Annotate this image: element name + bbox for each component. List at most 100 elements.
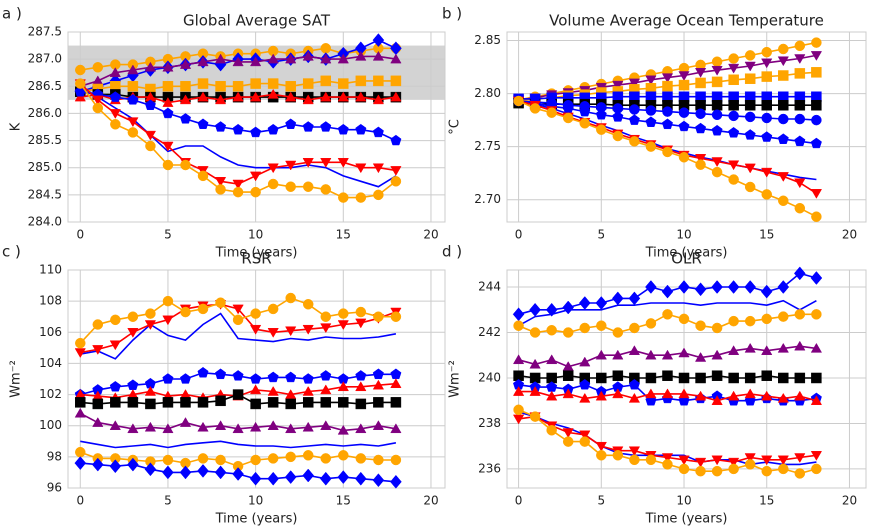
- marker: [529, 302, 541, 317]
- marker: [74, 91, 86, 102]
- marker: [794, 453, 806, 463]
- chart-title: Global Average SAT: [183, 12, 331, 30]
- marker: [110, 397, 121, 408]
- marker: [562, 388, 574, 399]
- marker: [728, 390, 740, 401]
- marker: [215, 395, 226, 407]
- marker: [612, 450, 624, 461]
- marker: [302, 181, 314, 192]
- marker: [285, 160, 297, 171]
- marker: [645, 141, 657, 152]
- marker: [197, 421, 209, 432]
- x-tick-label: 5: [164, 494, 172, 508]
- marker: [794, 309, 806, 320]
- marker: [744, 99, 756, 111]
- marker: [595, 349, 607, 360]
- marker: [546, 324, 557, 336]
- marker: [75, 446, 86, 458]
- y-tick-label: 102: [39, 387, 62, 401]
- marker: [761, 99, 772, 111]
- marker: [778, 70, 789, 81]
- marker: [197, 56, 209, 67]
- marker: [302, 421, 314, 432]
- marker: [794, 178, 806, 189]
- marker: [662, 309, 673, 320]
- marker: [267, 303, 279, 315]
- marker: [127, 64, 139, 75]
- marker: [250, 454, 261, 466]
- marker: [761, 46, 772, 58]
- marker: [215, 368, 227, 380]
- marker: [612, 327, 624, 338]
- marker: [145, 140, 156, 152]
- marker: [695, 159, 706, 170]
- marker: [545, 302, 558, 317]
- marker: [811, 114, 822, 126]
- marker: [562, 112, 574, 124]
- marker: [612, 349, 624, 360]
- y-tick-label: 240: [478, 370, 501, 384]
- marker: [794, 68, 806, 79]
- marker: [372, 368, 384, 380]
- marker: [529, 411, 541, 422]
- marker: [92, 398, 104, 410]
- marker: [180, 113, 191, 124]
- marker: [760, 284, 773, 299]
- marker: [777, 56, 789, 67]
- marker: [92, 62, 104, 73]
- marker: [678, 463, 690, 475]
- marker: [596, 450, 607, 461]
- marker: [285, 451, 296, 463]
- marker: [562, 428, 574, 438]
- marker: [810, 451, 823, 461]
- marker: [127, 457, 139, 472]
- marker: [512, 354, 525, 365]
- marker: [355, 398, 367, 410]
- marker: [645, 349, 657, 360]
- marker: [678, 280, 690, 294]
- marker: [529, 103, 541, 114]
- marker: [197, 78, 209, 89]
- panel: 2.70 2.75 2.80 2.85 0 5 10 15 20 b ) Volume Averag…: [442, 5, 867, 261]
- marker: [811, 67, 822, 78]
- marker: [320, 121, 332, 132]
- marker: [694, 457, 707, 468]
- marker: [355, 75, 367, 87]
- marker: [595, 441, 607, 452]
- marker: [373, 75, 384, 87]
- marker: [678, 107, 690, 118]
- marker: [302, 450, 314, 461]
- marker: [232, 56, 244, 67]
- marker: [285, 398, 296, 410]
- y-tick-label: 244: [478, 280, 501, 294]
- marker: [744, 315, 756, 327]
- marker: [162, 97, 174, 107]
- marker: [579, 392, 591, 403]
- marker: [249, 471, 262, 486]
- chart-title: RSR: [241, 250, 271, 268]
- chart-title: OLR: [671, 250, 702, 268]
- marker: [355, 163, 367, 174]
- marker: [162, 295, 174, 307]
- marker: [180, 397, 191, 408]
- marker: [661, 388, 674, 399]
- y-tick-label: 286.5: [28, 79, 62, 93]
- y-tick-label: 100: [39, 418, 62, 432]
- x-tick-label: 5: [597, 228, 605, 242]
- marker: [678, 152, 690, 163]
- x-tick-label: 10: [676, 494, 691, 508]
- marker: [92, 345, 104, 355]
- marker: [372, 94, 385, 105]
- marker: [232, 179, 244, 190]
- marker: [546, 107, 557, 118]
- marker: [711, 65, 723, 76]
- marker: [302, 158, 314, 168]
- x-axis-label: Time (years): [645, 512, 728, 527]
- marker: [562, 370, 574, 381]
- marker: [562, 300, 575, 315]
- marker: [811, 463, 822, 475]
- marker: [645, 116, 657, 127]
- marker: [320, 43, 332, 54]
- marker: [579, 430, 591, 441]
